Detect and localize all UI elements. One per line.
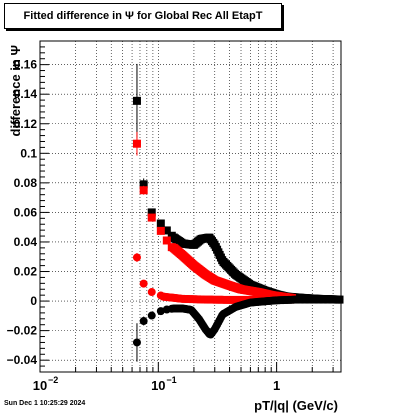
chart-title: Fitted difference in Ψ for Global Rec Al… — [23, 10, 263, 22]
y-tick-label: −0.02 — [7, 324, 38, 338]
data-point-circle — [139, 279, 148, 288]
data-point-circle — [139, 317, 148, 326]
data-point-square — [162, 236, 171, 245]
data-point-square — [167, 231, 176, 240]
data-point-circle — [147, 311, 156, 320]
data-point-circle — [132, 338, 141, 347]
y-axis-label: difference in Ψ — [8, 45, 23, 136]
data-point-circle — [132, 253, 141, 262]
x-tick-label: 10 — [151, 378, 165, 393]
y-tick-label: 0.08 — [14, 176, 38, 190]
data-point-square — [139, 186, 148, 195]
y-tick-label: 0.04 — [14, 235, 38, 249]
y-tick-label: 0 — [30, 294, 37, 308]
axis-layer: −0.04 −0.02 0 0.02 0.04 0.06 0.08 0.1 0.12 0.14 0.… — [7, 40, 334, 393]
x-tick-exponent: −2 — [48, 375, 58, 385]
y-tick-label: −0.04 — [7, 353, 38, 367]
y-tick-label: 0.16 — [14, 58, 38, 72]
y-tick-label: 0.12 — [14, 117, 38, 131]
data-point-circle — [167, 304, 176, 313]
y-tick-label: 0.14 — [14, 87, 38, 101]
data-point-circle — [156, 291, 165, 300]
x-tick-label: 1 — [273, 378, 280, 393]
data-point-square — [167, 243, 176, 252]
data-point-square — [162, 226, 171, 235]
x-axis-label: pT/|q| (GeV/c) — [254, 398, 338, 413]
timestamp: Sun Dec 1 10:25:29 2024 — [4, 400, 86, 407]
data-point-square — [139, 180, 148, 189]
x-tick-label: 10 — [33, 378, 47, 393]
data-point-circle — [147, 288, 156, 297]
data-point-circle — [335, 295, 344, 304]
x-tick-exponent: −1 — [166, 375, 176, 385]
data-point-square — [147, 213, 156, 222]
data-point-square — [132, 96, 141, 105]
grid-layer — [39, 41, 341, 372]
data-point-square — [132, 139, 141, 148]
data-point-square — [156, 226, 165, 235]
y-tick-label: 0.1 — [20, 146, 37, 160]
data-point-square — [156, 219, 165, 228]
data-point-square — [147, 208, 156, 217]
data-point-circle — [156, 307, 165, 316]
y-tick-label: 0.02 — [14, 265, 38, 279]
plot-frame — [39, 40, 342, 373]
chart-title-box: Fitted difference in Ψ for Global Rec Al… — [4, 3, 282, 29]
y-tick-label: 0.06 — [14, 205, 38, 219]
data-layer — [132, 63, 344, 362]
